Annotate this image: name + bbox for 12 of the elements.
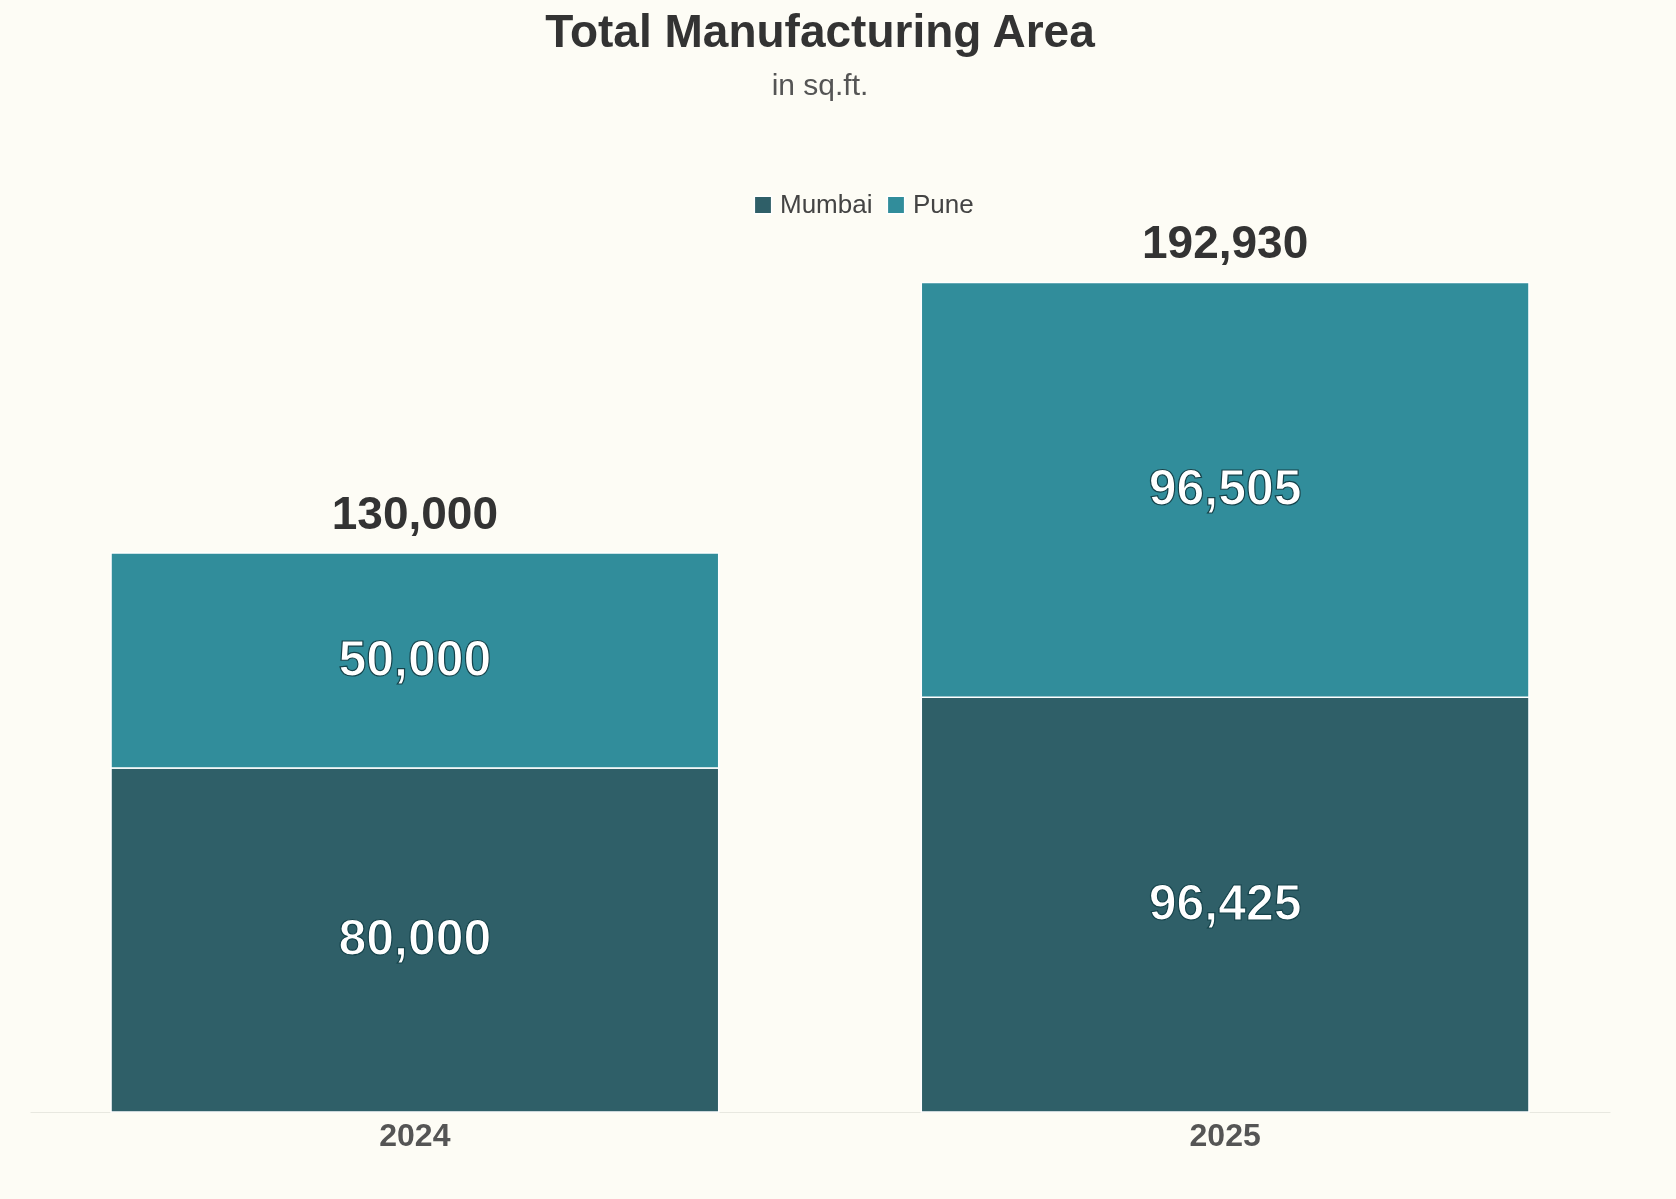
data-label: 96,505: [1148, 459, 1302, 516]
data-label: 50,000: [338, 630, 492, 687]
x-tick-label: 2025: [1189, 1116, 1261, 1153]
legend-label: Pune: [913, 189, 974, 219]
chart-title: Total Manufacturing Area: [545, 5, 1096, 57]
total-label: 192,930: [1141, 216, 1309, 269]
data-label: 80,000: [338, 910, 492, 966]
data-label: 96,425: [1148, 874, 1302, 931]
total-label: 130,000: [331, 487, 499, 539]
legend-label: Mumbai: [780, 189, 873, 219]
x-tick-label: 2024: [379, 1116, 451, 1153]
chart-subtitle: in sq.ft.: [771, 68, 869, 101]
